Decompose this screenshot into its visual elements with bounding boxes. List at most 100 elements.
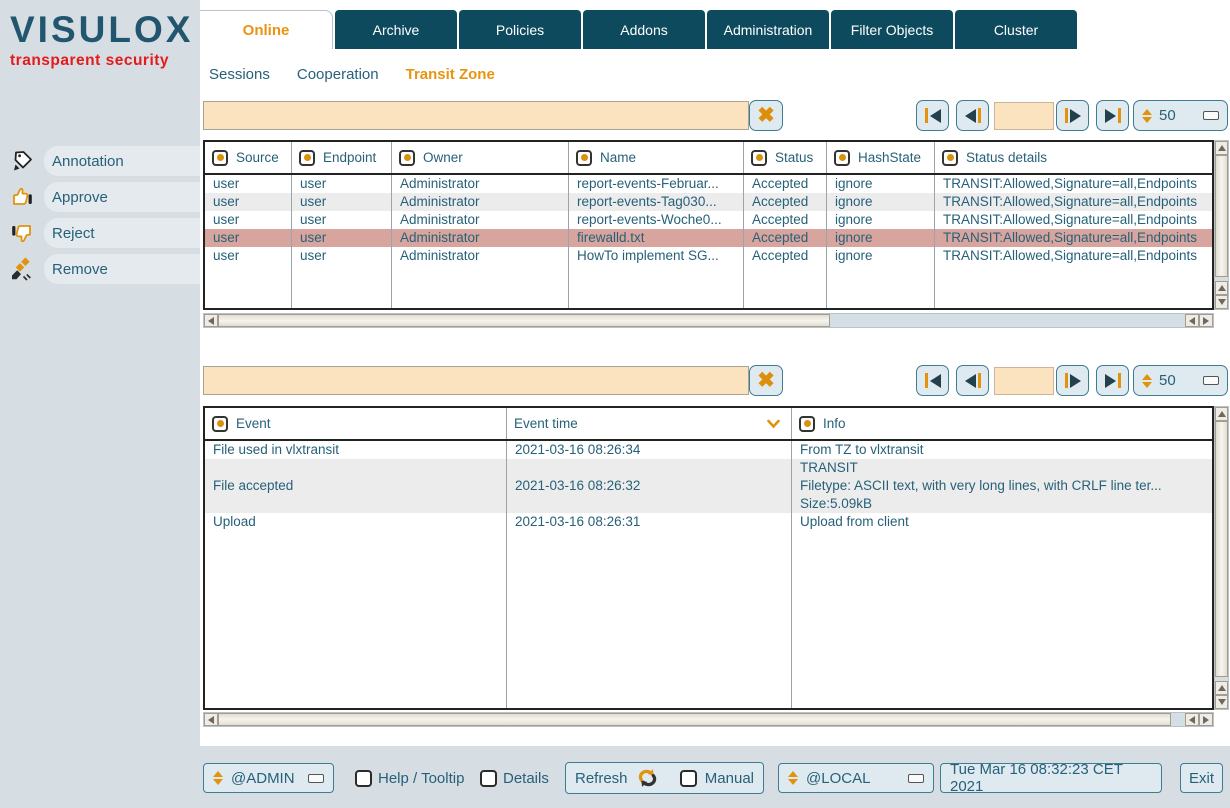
tab-filter-objects[interactable]: Filter Objects: [831, 10, 953, 49]
files-prev-page-button[interactable]: [956, 100, 989, 131]
tab-online[interactable]: Online: [200, 10, 333, 49]
table-row[interactable]: user user Administrator report-events-Fe…: [205, 175, 1212, 193]
column-header-endpoint[interactable]: Endpoint: [292, 142, 392, 173]
cell-endpoint: user: [292, 247, 392, 265]
spinner-arrows-icon: [1142, 108, 1152, 123]
scrollbar-thumb[interactable]: [218, 314, 830, 327]
sidebar-item-remove[interactable]: Remove: [0, 254, 200, 284]
cell-owner: Administrator: [392, 247, 569, 265]
scroll-up-button[interactable]: [1215, 407, 1228, 421]
events-search-input[interactable]: [203, 366, 749, 395]
refresh-group: Refresh Manual: [565, 762, 764, 794]
tab-administration[interactable]: Administration: [707, 10, 829, 49]
manual-checkbox[interactable]: [679, 769, 697, 787]
refresh-icon[interactable]: [636, 767, 659, 789]
events-clear-search-button[interactable]: ✖: [749, 365, 783, 396]
events-horizontal-scrollbar[interactable]: [203, 712, 1214, 727]
cell-event: Upload: [205, 513, 507, 531]
events-prev-page-button[interactable]: [956, 365, 989, 396]
tab-addons[interactable]: Addons: [583, 10, 705, 49]
cell-empty: [507, 531, 792, 708]
column-header-status[interactable]: Status: [744, 142, 827, 173]
files-vertical-scrollbar[interactable]: [1214, 140, 1229, 310]
scrollbar-thumb[interactable]: [1215, 155, 1228, 277]
details-checkbox[interactable]: [480, 769, 497, 787]
thumb-up-icon: [10, 185, 34, 209]
column-header-owner[interactable]: Owner: [392, 142, 569, 173]
scroll-left-button[interactable]: [1185, 314, 1199, 327]
scroll-up-button[interactable]: [1215, 281, 1228, 295]
subtab-transit-zone[interactable]: Transit Zone: [405, 65, 495, 83]
events-first-page-button[interactable]: [916, 365, 949, 396]
local-select[interactable]: @LOCAL: [778, 763, 934, 793]
column-header-hashstate[interactable]: HashState: [827, 142, 935, 173]
column-header-event[interactable]: Event: [205, 408, 507, 439]
column-header-name[interactable]: Name: [569, 142, 744, 173]
files-clear-search-button[interactable]: ✖: [749, 100, 783, 131]
table-row[interactable]: Upload 2021-03-16 08:26:31 Upload from c…: [205, 513, 1212, 531]
scroll-left-button[interactable]: [1185, 713, 1199, 726]
first-page-icon: [924, 108, 928, 123]
scrollbar-thumb[interactable]: [218, 713, 1171, 726]
table-row[interactable]: user user Administrator firewalld.txt Ac…: [205, 229, 1212, 247]
spinner-arrows-icon: [1142, 373, 1152, 388]
files-search-input[interactable]: [203, 101, 749, 130]
tab-cluster[interactable]: Cluster: [955, 10, 1077, 49]
scrollbar-thumb[interactable]: [1215, 421, 1228, 677]
files-last-page-button[interactable]: [1096, 100, 1129, 131]
files-next-page-button[interactable]: [1056, 100, 1089, 131]
sidebar-item-box: [44, 182, 200, 212]
table-row[interactable]: File used in vlxtransit 2021-03-16 08:26…: [205, 441, 1212, 459]
column-header-info[interactable]: Info: [792, 408, 1212, 439]
scroll-up-button[interactable]: [1215, 681, 1228, 695]
scroll-left-button[interactable]: [204, 314, 218, 327]
refresh-button[interactable]: Refresh: [575, 769, 628, 787]
cell-endpoint: user: [292, 193, 392, 211]
table-row[interactable]: user user Administrator report-events-Wo…: [205, 211, 1212, 229]
files-horizontal-scrollbar[interactable]: [203, 313, 1214, 328]
events-page-input[interactable]: [994, 367, 1054, 395]
logo: VISULOX transparent security: [10, 10, 190, 70]
files-page-size-select[interactable]: 50: [1133, 100, 1228, 131]
scrollbar-track: [1171, 713, 1185, 726]
datetime-value: Tue Mar 16 08:32:23 CET 2021: [950, 761, 1123, 795]
scroll-down-button[interactable]: [1215, 295, 1228, 309]
events-last-page-button[interactable]: [1096, 365, 1129, 396]
column-header-event-time[interactable]: Event time: [507, 408, 792, 439]
column-header-status-details[interactable]: Status details: [935, 142, 1212, 173]
scroll-right-button[interactable]: [1199, 713, 1213, 726]
cell-empty: [292, 265, 392, 308]
events-page-size-select[interactable]: 50: [1133, 365, 1228, 396]
cell-name: firewalld.txt: [569, 229, 744, 247]
scroll-right-button[interactable]: [1199, 314, 1213, 327]
sidebar-item-approve[interactable]: Approve: [0, 182, 200, 212]
scroll-down-button[interactable]: [1215, 695, 1228, 709]
scroll-up-button[interactable]: [1215, 141, 1228, 155]
arrow-left-icon: [208, 316, 214, 325]
cell-info-wrap: TRANSIT Filetype: ASCII text, with very …: [792, 459, 1212, 513]
cell-owner: Administrator: [392, 193, 569, 211]
admin-select-value: @ADMIN: [231, 769, 295, 787]
tab-archive[interactable]: Archive: [335, 10, 457, 49]
admin-select[interactable]: @ADMIN: [203, 763, 334, 793]
scroll-left-button[interactable]: [204, 713, 218, 726]
files-first-page-button[interactable]: [916, 100, 949, 131]
files-page-input[interactable]: [994, 102, 1054, 130]
column-icon: [942, 149, 958, 166]
logo-subtitle: transparent security: [10, 52, 170, 69]
cell-status: Accepted: [744, 247, 827, 265]
table-row[interactable]: File accepted 2021-03-16 08:26:32 TRANSI…: [205, 459, 1212, 513]
subtab-cooperation[interactable]: Cooperation: [296, 65, 379, 83]
subtab-sessions[interactable]: Sessions: [209, 65, 270, 83]
sidebar-item-annotation[interactable]: Annotation: [0, 146, 200, 176]
events-next-page-button[interactable]: [1056, 365, 1089, 396]
sidebar-item-reject[interactable]: Reject: [0, 218, 200, 248]
cell-info-wrap: From TZ to vlxtransit: [792, 441, 1212, 459]
exit-button[interactable]: Exit: [1180, 763, 1223, 793]
events-vertical-scrollbar[interactable]: [1214, 406, 1229, 710]
column-header-source[interactable]: Source: [205, 142, 292, 173]
table-row[interactable]: user user Administrator HowTo implement …: [205, 247, 1212, 265]
table-row[interactable]: user user Administrator report-events-Ta…: [205, 193, 1212, 211]
help-tooltip-checkbox[interactable]: [355, 769, 372, 787]
tab-policies[interactable]: Policies: [459, 10, 581, 49]
